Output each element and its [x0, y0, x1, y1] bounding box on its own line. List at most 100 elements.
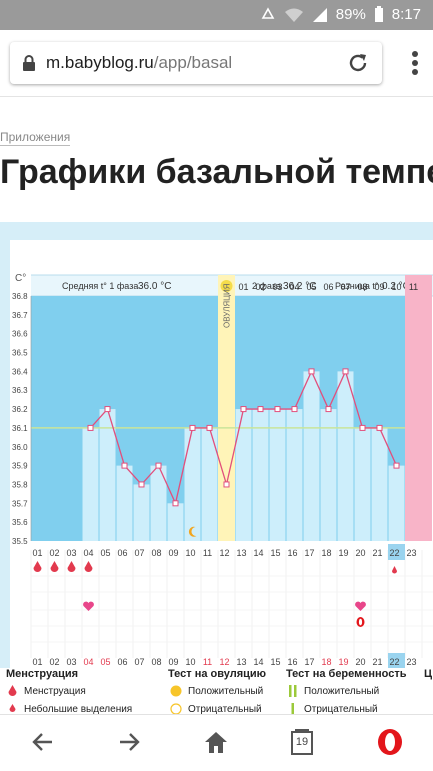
temp-bar-day-10 [184, 427, 201, 541]
temp-bar-day-5 [99, 409, 116, 541]
legend-pregnancy-negative: Отрицательный [304, 704, 378, 714]
day-label-top: 22 [389, 548, 399, 558]
day-label-bottom: 14 [253, 657, 263, 667]
day-label-bottom: 03 [66, 657, 76, 667]
url-host: m.babyblog.ru [46, 53, 154, 72]
temp-bar-day-7 [133, 484, 150, 541]
day-label-top: 13 [236, 548, 246, 558]
temp-point-day-18 [325, 406, 332, 413]
day-label-top: 11 [203, 548, 212, 558]
phase2-day-label: 01 [238, 282, 248, 292]
battery-icon [374, 6, 383, 22]
y-tick-label: 36.1 [12, 424, 28, 433]
temp-point-day-21 [376, 424, 383, 431]
menstruation-drop-icon [67, 561, 76, 572]
temp-point-day-17 [308, 368, 315, 375]
day-label-bottom: 05 [100, 657, 110, 667]
phase2-header-future [405, 275, 422, 296]
temp-bar-day-13 [235, 409, 252, 541]
page-title: Графики базальной температуры [0, 153, 433, 191]
day-label-top: 14 [253, 548, 263, 558]
day-label-top: 15 [270, 548, 280, 558]
y-tick-label: 35.7 [12, 499, 28, 508]
url-text[interactable]: m.babyblog.ru/app/basal [46, 53, 232, 73]
day-label-bottom: 22 [389, 657, 399, 667]
day-label-top: 01 [32, 548, 42, 558]
y-tick-label: 36.7 [12, 311, 28, 320]
day-label-bottom: 19 [338, 657, 348, 667]
today-bottom-highlight [388, 653, 405, 669]
home-icon[interactable] [203, 729, 229, 755]
day-label-top: 04 [83, 548, 93, 558]
temp-point-day-5 [104, 406, 111, 413]
legend-ovulation-negative: Отрицательный [188, 704, 262, 714]
day-label-top: 17 [304, 548, 314, 558]
recycle-icon [261, 6, 275, 19]
legend-small-discharge: Небольшие выделения [24, 704, 133, 714]
ovulation-test-icon-inner [358, 618, 363, 626]
y-tick-label: 35.5 [12, 537, 28, 546]
battery-percent: 89% [335, 6, 366, 23]
phase2-day-label: 08 [357, 282, 367, 292]
day-label-top: 10 [185, 548, 195, 558]
day-label-top: 02 [49, 548, 59, 558]
day-label-bottom: 09 [168, 657, 178, 667]
y-tick-label: 35.8 [12, 480, 28, 489]
tabs-button[interactable]: 19 [290, 728, 314, 756]
one-stripe-icon [291, 703, 294, 714]
forward-arrow-icon[interactable] [116, 729, 142, 755]
temp-bar-day-16 [286, 409, 303, 541]
phase2-day-label: 04 [289, 282, 299, 292]
sun-outline-icon [170, 703, 182, 714]
address-bar[interactable]: m.babyblog.ru/app/basal [10, 42, 382, 84]
temp-point-day-11 [206, 424, 213, 431]
y-tick-label: 36.8 [12, 292, 28, 301]
legend-next-title: Ц [424, 668, 433, 680]
phase2-day-label: 05 [306, 282, 316, 292]
day-label-top: 08 [151, 548, 161, 558]
day-label-bottom: 11 [203, 657, 212, 667]
day-label-bottom: 13 [236, 657, 246, 667]
y-tick-label: 36.5 [12, 349, 28, 358]
temp-point-day-15 [274, 406, 281, 413]
phase1-value: 36.0 °C [138, 281, 171, 292]
opera-menu-icon[interactable] [376, 728, 404, 756]
day-label-bottom: 10 [185, 657, 195, 667]
day-label-bottom: 20 [355, 657, 365, 667]
day-label-bottom: 15 [270, 657, 280, 667]
more-menu-icon[interactable] [411, 50, 419, 76]
small-discharge-icon [392, 566, 397, 574]
clock: 8:17 [391, 6, 421, 23]
day-label-top: 05 [100, 548, 110, 558]
y-tick-label: 36.6 [12, 330, 28, 339]
reload-icon[interactable] [346, 51, 370, 75]
lock-icon [23, 55, 35, 71]
chart-container: C° Средняя t° 1 фаза 36.0 °C 2 фаза 36.2… [0, 222, 433, 714]
browser-toolbar: m.babyblog.ru/app/basal [0, 30, 433, 97]
diff-value: 0.2 °C [382, 281, 410, 292]
chart-legend: Менструация Менструация Небольшие выделе… [0, 668, 433, 714]
signal-icon [312, 7, 327, 22]
temp-point-day-19 [342, 368, 349, 375]
plot-area: ОВУЛЯЦИЯ 35.5 35.6 35.7 35.8 35.9 36.0 36.1 36.2… [12, 275, 433, 684]
day-label-bottom: 02 [49, 657, 59, 667]
back-arrow-icon[interactable] [30, 729, 56, 755]
temp-bar-day-21 [371, 427, 388, 541]
temp-point-day-14 [257, 406, 264, 413]
day-label-bottom: 23 [406, 657, 416, 667]
drop-icon [8, 685, 17, 696]
future-column [405, 275, 432, 541]
phase2-day-label: 06 [323, 282, 333, 292]
day-label-bottom: 08 [151, 657, 161, 667]
temp-bar-day-22 [388, 465, 405, 541]
temp-point-day-8 [155, 462, 162, 469]
day-label-top: 21 [372, 548, 382, 558]
tab-count: 19 [295, 736, 309, 748]
phase2-day-label: 11 [409, 282, 418, 292]
breadcrumb[interactable]: Приложения [0, 130, 71, 146]
day-label-top: 19 [338, 548, 348, 558]
small-drop-icon [9, 704, 16, 712]
ovulation-column [218, 275, 235, 541]
phase1-label: Средняя t° 1 фаза [62, 281, 138, 291]
temp-bar-day-18 [320, 409, 337, 541]
